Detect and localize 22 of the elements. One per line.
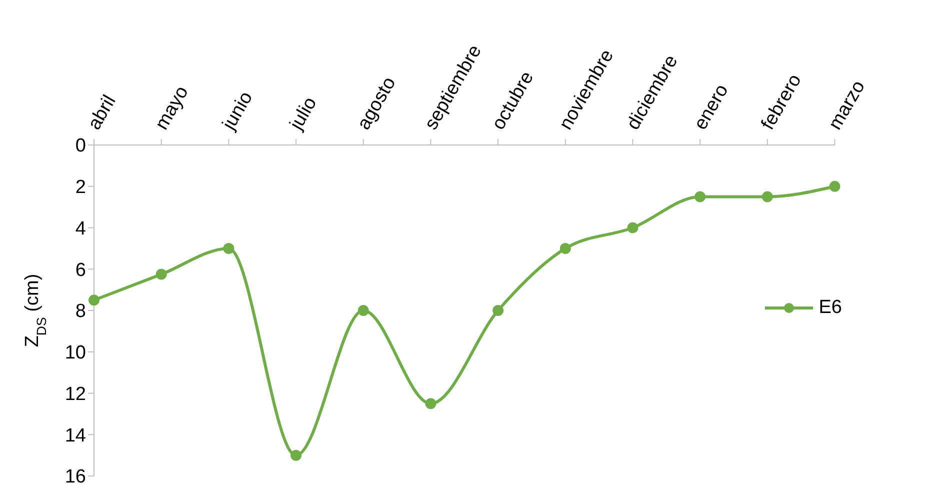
legend-label: E6 (818, 297, 842, 319)
point (627, 222, 638, 234)
y-tick-label: 4 (75, 218, 86, 240)
point (156, 268, 167, 280)
point (223, 242, 234, 254)
y-tick-label: 14 (64, 425, 86, 446)
y-tick-label: 10 (64, 342, 86, 364)
y-tick-label: 2 (75, 177, 86, 198)
point (88, 294, 100, 306)
y-tick-label: 12 (64, 384, 86, 405)
point (492, 305, 504, 316)
point (762, 191, 773, 202)
y-tick-label: 8 (75, 301, 86, 322)
y-tick-label: 16 (64, 466, 86, 488)
y-tick-label: 0 (75, 136, 86, 157)
y-tick-label: 6 (75, 260, 86, 281)
point (425, 398, 436, 410)
point (694, 191, 706, 202)
point (829, 180, 840, 192)
point (560, 242, 571, 254)
point (290, 450, 302, 461)
point (358, 305, 369, 316)
